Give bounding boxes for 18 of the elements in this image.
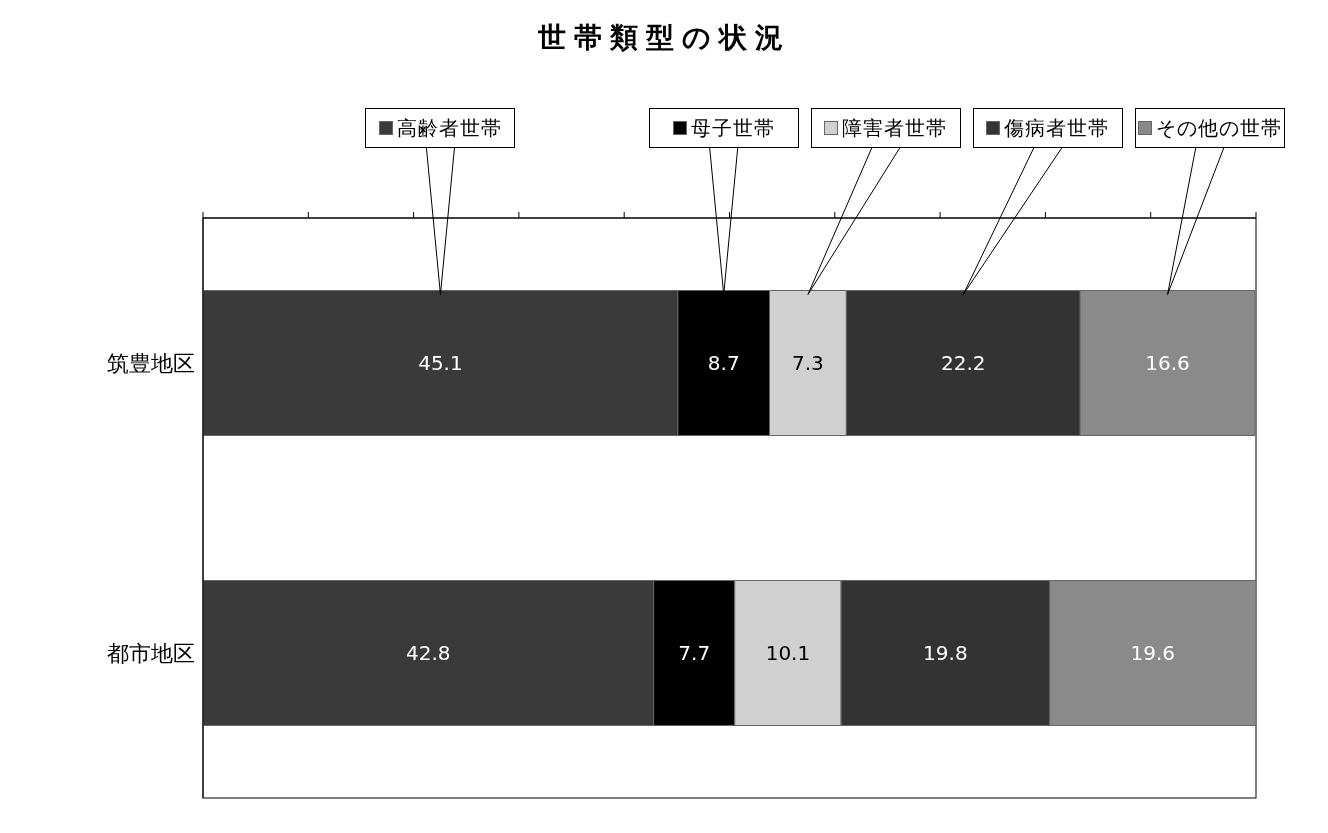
data-label: 42.8 <box>406 641 451 666</box>
data-label: 7.7 <box>678 641 711 666</box>
data-label: 22.2 <box>941 351 986 376</box>
legend-label: その他の世帯 <box>1155 114 1282 142</box>
data-label: 8.7 <box>707 351 740 376</box>
legend-label: 傷病者世帯 <box>1004 114 1110 142</box>
data-label: 16.6 <box>1145 351 1190 376</box>
legend-label: 高齢者世帯 <box>396 114 502 142</box>
data-label: 19.8 <box>923 641 968 666</box>
legend-label: 障害者世帯 <box>842 114 948 142</box>
data-label: 45.1 <box>418 351 463 376</box>
chart-title: 世帯類型の状況 <box>536 20 792 56</box>
data-label: 10.1 <box>765 641 811 666</box>
data-label: 7.3 <box>792 351 824 376</box>
data-label: 19.6 <box>1130 641 1176 666</box>
y-tick-label: 都市地区 <box>107 640 195 666</box>
y-tick-label: 筑豊地区 <box>107 350 195 376</box>
legend-label: 母子世帯 <box>690 114 775 142</box>
